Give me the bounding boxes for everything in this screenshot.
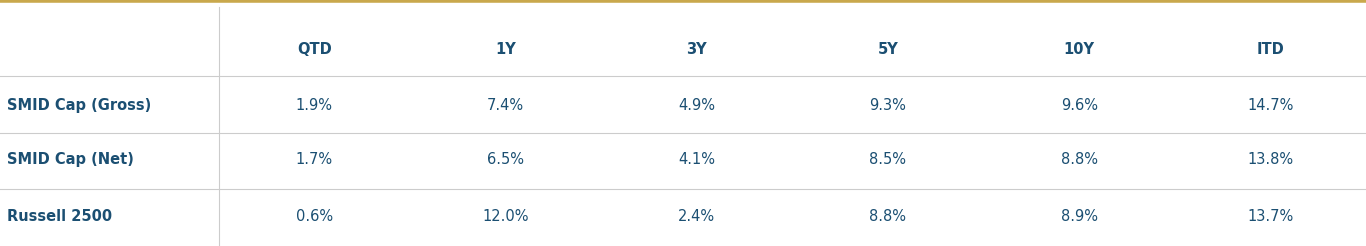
Text: 8.5%: 8.5% <box>869 153 907 167</box>
Text: 14.7%: 14.7% <box>1247 98 1294 113</box>
Text: 13.8%: 13.8% <box>1247 153 1294 167</box>
Text: 1Y: 1Y <box>494 42 516 57</box>
Text: 1.7%: 1.7% <box>295 153 333 167</box>
Text: 4.9%: 4.9% <box>678 98 716 113</box>
Text: 13.7%: 13.7% <box>1247 209 1294 224</box>
Text: 8.9%: 8.9% <box>1060 209 1098 224</box>
Text: QTD: QTD <box>296 42 332 57</box>
Text: 3Y: 3Y <box>686 42 708 57</box>
Text: 8.8%: 8.8% <box>1060 153 1098 167</box>
Text: 8.8%: 8.8% <box>869 209 907 224</box>
Text: 10Y: 10Y <box>1064 42 1094 57</box>
Text: ITD: ITD <box>1257 42 1284 57</box>
Text: SMID Cap (Net): SMID Cap (Net) <box>7 153 134 167</box>
Text: 6.5%: 6.5% <box>486 153 525 167</box>
Text: 9.3%: 9.3% <box>870 98 906 113</box>
Text: 1.9%: 1.9% <box>295 98 333 113</box>
Text: 12.0%: 12.0% <box>482 209 529 224</box>
Text: SMID Cap (Gross): SMID Cap (Gross) <box>7 98 152 113</box>
Text: 4.1%: 4.1% <box>678 153 716 167</box>
Text: 9.6%: 9.6% <box>1060 98 1098 113</box>
Text: Russell 2500: Russell 2500 <box>7 209 112 224</box>
Text: 5Y: 5Y <box>877 42 899 57</box>
Text: 0.6%: 0.6% <box>295 209 333 224</box>
Text: 7.4%: 7.4% <box>486 98 525 113</box>
Text: 2.4%: 2.4% <box>678 209 716 224</box>
